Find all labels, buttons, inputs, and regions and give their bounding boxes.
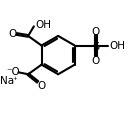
Text: OH: OH xyxy=(35,20,51,30)
Text: OH: OH xyxy=(109,40,125,50)
Text: ⁺: ⁺ xyxy=(12,76,17,85)
Text: O: O xyxy=(37,80,46,90)
Text: O: O xyxy=(92,27,100,37)
Text: O: O xyxy=(9,29,17,39)
Text: O: O xyxy=(92,55,100,65)
Text: Na: Na xyxy=(0,75,14,85)
Text: S: S xyxy=(92,41,99,51)
Text: ⁻O: ⁻O xyxy=(6,67,20,77)
